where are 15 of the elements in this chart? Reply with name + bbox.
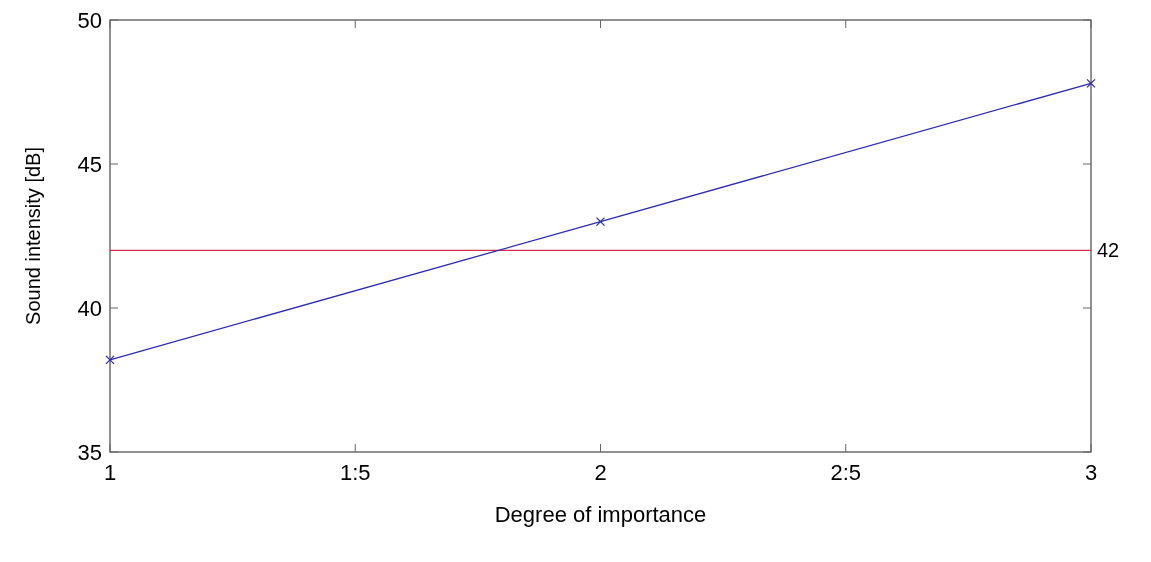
point — [1086, 78, 1096, 89]
x-tick-label: 1 — [103, 460, 117, 485]
x-tick-label: 1:5 — [339, 460, 371, 485]
point — [595, 216, 606, 227]
x-tick-label: 3 — [1084, 460, 1098, 485]
x-tick-label: 2 — [594, 460, 607, 485]
y-axis-title: Sound intensity [dB] — [22, 147, 44, 325]
x-tick-label: 2:5 — [830, 460, 862, 485]
point — [105, 355, 115, 365]
y-tick-label: 40 — [77, 295, 102, 321]
y-tick-label: 35 — [77, 439, 102, 465]
y-tick-label: 50 — [77, 7, 102, 33]
ref-line-label: 42 — [1097, 239, 1120, 262]
y-tick-label: 45 — [77, 151, 102, 177]
x-axis-title: Degree of importance — [494, 502, 707, 527]
